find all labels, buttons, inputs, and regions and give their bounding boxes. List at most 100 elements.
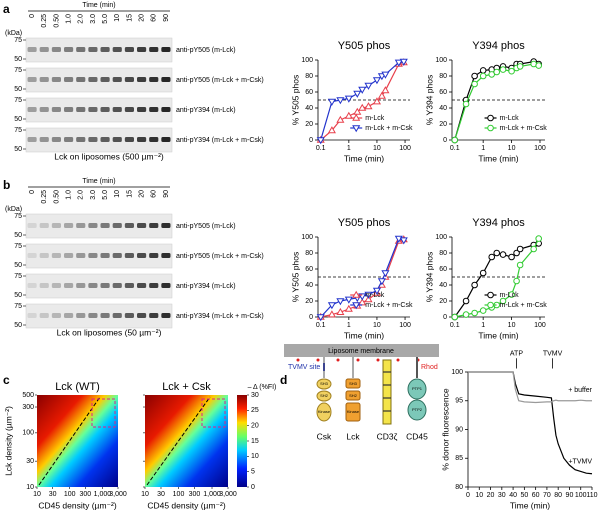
marker-label: 50 (14, 292, 22, 299)
band (161, 313, 171, 318)
y-tick-label: 40 (439, 282, 447, 289)
band (39, 107, 49, 112)
band (124, 137, 134, 142)
y-tick-label: 60 (439, 89, 447, 96)
domain-label: SH2 (349, 393, 358, 398)
domain-label: Kinase (347, 409, 360, 414)
marker-label: 75 (14, 37, 22, 44)
colorbar-tick-label: 20 (251, 423, 259, 430)
y-tick-label: 80 (305, 250, 313, 257)
legend-marker (352, 113, 361, 121)
rhod-label: Rhod (421, 364, 438, 371)
colorbar-label: – Δ (%FI) (248, 384, 277, 391)
data-point (336, 307, 345, 315)
time-header: Time (min) (82, 178, 115, 185)
band (161, 107, 171, 112)
y-tick-label: 10 (26, 484, 34, 491)
y-tick-label: 85 (455, 455, 463, 462)
data-point (394, 59, 403, 67)
band (39, 313, 49, 318)
band (88, 253, 98, 258)
data-point (451, 313, 459, 321)
band (137, 47, 147, 52)
blot (25, 37, 173, 63)
y-tick-label: 40 (439, 105, 447, 112)
data-point (479, 72, 487, 80)
tvmv-site-label: TVMV site (288, 364, 320, 371)
band (64, 313, 74, 318)
band (161, 137, 171, 142)
x-tick-label: 90 (566, 492, 574, 499)
x-tick-label: 10 (475, 492, 483, 499)
marker-label: 50 (14, 86, 22, 93)
panel-label: c (3, 373, 10, 387)
x-tick-label: 30 (49, 491, 57, 498)
time-label: 5.0 (102, 14, 109, 24)
data-point (358, 103, 367, 111)
blot (25, 97, 173, 123)
band (137, 253, 147, 258)
data-point (535, 235, 542, 242)
x-tick-label: 0.1 (450, 145, 460, 152)
x-tick-label: 1 (347, 322, 351, 329)
band (124, 223, 134, 228)
chart-title: Y505 phos (338, 217, 391, 229)
data-point (381, 71, 390, 79)
legend-marker (487, 124, 494, 132)
data-point (479, 307, 487, 314)
legend-marker (352, 302, 361, 310)
marker-label: 75 (14, 243, 22, 250)
chart: Y505 phos Time (min) % Y505 phos 0.1 1 10 100 0… (290, 40, 413, 163)
time-label: 10 (114, 190, 121, 198)
chart: Time (min) % donor fluorescence 0 10 20 30 40 5… (440, 350, 597, 510)
y-tick-label: 60 (305, 266, 313, 273)
data-point (327, 302, 336, 310)
x-tick-label: 100 (399, 145, 411, 152)
band (51, 77, 61, 82)
data-point (381, 270, 390, 278)
x-axis-label: CD45 density (µm⁻²) (147, 500, 226, 510)
panel-label: b (3, 178, 10, 192)
y-tick-label: 60 (439, 266, 447, 273)
y-tick-label: 60 (305, 89, 313, 96)
data-point (499, 251, 507, 258)
chart: Y394 phos Time (min) % Y394 phos 0.1 1 10 100 0… (424, 217, 547, 340)
band (112, 47, 122, 52)
y-axis-label: % Y394 phos (424, 75, 434, 125)
marker-label: 50 (14, 146, 22, 153)
band (137, 107, 147, 112)
series-line (468, 371, 592, 404)
band (51, 137, 61, 142)
marker-label: 75 (14, 213, 22, 220)
x-tick-label: 100 (575, 492, 587, 499)
band (112, 283, 122, 288)
x-tick-label: 3,000 (219, 491, 237, 498)
colorbar (237, 395, 247, 487)
band (39, 77, 49, 82)
band (27, 77, 37, 82)
y-tick-label: 300 (22, 404, 34, 411)
legend-label: m-Lck + m-Csk (500, 302, 548, 309)
diagram: Liposome membrane TVMV site Rhod SH3 SH2… (284, 344, 439, 441)
band (124, 107, 134, 112)
data-point (471, 281, 478, 289)
band (124, 283, 134, 288)
y-tick-label: 30 (26, 458, 34, 465)
band (39, 253, 49, 258)
data-point (364, 102, 373, 110)
rhod-dots (296, 358, 420, 362)
band (51, 47, 61, 52)
domain-label: PTP1 (412, 386, 423, 391)
time-label: 5.0 (102, 190, 109, 200)
band (64, 283, 74, 288)
band (88, 107, 98, 112)
legend-marker (487, 291, 494, 299)
data-point (344, 111, 353, 119)
y-tick-label: 80 (439, 73, 447, 80)
band (39, 223, 49, 228)
x-tick-label: 10 (508, 145, 516, 152)
data-point (488, 253, 496, 261)
band (39, 137, 49, 142)
panel-label: a (3, 2, 10, 16)
data-point (508, 67, 515, 75)
